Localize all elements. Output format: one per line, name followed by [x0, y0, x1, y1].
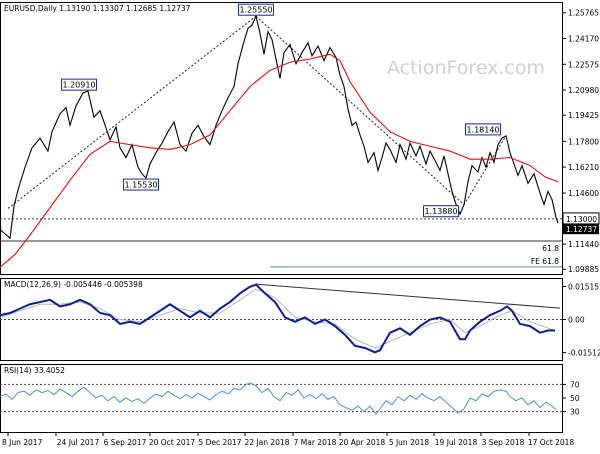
price-series-line — [0, 14, 559, 240]
price-y-tick-label: 1.22575 — [568, 60, 599, 69]
rsi-y-tick-label: 30 — [570, 408, 580, 417]
swing-label-box — [123, 178, 159, 191]
level-price-tag — [562, 212, 600, 225]
macd-y-tick-label: 0.00 — [568, 316, 585, 325]
watermark: ActionForex.com — [387, 57, 545, 79]
x-axis-tick-label: 7 Mar 2018 — [294, 438, 337, 447]
macd-y-tick-label: 0.01515 — [568, 282, 599, 291]
rsi-y-tick-label: 70 — [570, 380, 580, 389]
swing-label: 1.15530 — [124, 181, 157, 190]
last-price-tag — [563, 224, 599, 235]
rsi-line — [0, 382, 557, 416]
macd-trendline — [255, 283, 561, 309]
price-y-tick-label: 1.25765 — [568, 9, 599, 18]
x-axis-tick-label: 5 Dec 2017 — [198, 438, 241, 447]
price-y-tick-label: 1.09885 — [568, 265, 599, 274]
x-axis-tick-label: 22 Jan 2018 — [245, 438, 290, 447]
price-trendline — [255, 15, 465, 206]
x-axis-tick-label: 17 Oct 2018 — [528, 438, 575, 447]
level-label: 61.8 — [542, 244, 559, 253]
price-y-tick-label: 1.24170 — [568, 35, 599, 44]
swing-label: 1.20910 — [62, 81, 95, 90]
level-price-tag-label: 1.13000 — [566, 215, 597, 224]
x-axis-tick-label: 3 Sep 2018 — [482, 438, 525, 447]
x-axis-tick-label: 8 Jun 2017 — [2, 438, 43, 447]
moving-average-line — [0, 53, 559, 268]
swing-label-box — [61, 78, 97, 91]
x-axis-tick-label: 6 Sep 2017 — [104, 438, 147, 447]
swing-label: 1.18140 — [466, 125, 499, 134]
x-axis-tick-label: 24 Jul 2017 — [57, 438, 100, 447]
macd-y-tick-label: -0.01512 — [568, 349, 600, 358]
price-y-tick-label: 1.16210 — [568, 163, 599, 172]
x-axis-tick-label: 5 Jun 2018 — [389, 438, 430, 447]
panel-frame-0 — [0, 2, 563, 275]
price-y-tick-label: 1.17800 — [568, 137, 599, 146]
chart-title: EURUSD,Daily 1.13190 1.13307 1.12685 1.1… — [4, 4, 191, 13]
macd-line — [0, 283, 555, 354]
rsi-title: RSI(14) 33.4052 — [4, 366, 65, 375]
price-y-tick-label: 1.20980 — [568, 86, 599, 95]
price-trendline — [463, 135, 507, 205]
price-y-tick-label: 1.19425 — [568, 111, 599, 120]
price-trendline — [7, 15, 257, 209]
swing-label: 1.13880 — [424, 207, 457, 216]
x-axis-tick-label: 20 Apr 2018 — [339, 438, 386, 447]
swing-label-box — [238, 3, 274, 16]
swing-label-box — [465, 123, 501, 136]
rsi-y-tick-label: 50 — [570, 394, 580, 403]
price-y-tick-label: 1.11440 — [568, 240, 599, 249]
last-price-tag-label: 1.12737 — [566, 225, 597, 234]
swing-label: 1.25550 — [239, 6, 272, 15]
x-axis-tick-label: 20 Oct 2017 — [149, 438, 196, 447]
price-y-tick-label: 1.14600 — [568, 189, 599, 198]
macd-signal-line — [0, 288, 556, 349]
swing-label-box — [423, 205, 459, 218]
level-label: FE 61.8 — [531, 257, 559, 266]
macd-title: MACD(12,26,9) -0.005446 -0.005398 — [4, 280, 143, 289]
x-axis-tick-label: 19 Jul 2018 — [435, 438, 478, 447]
